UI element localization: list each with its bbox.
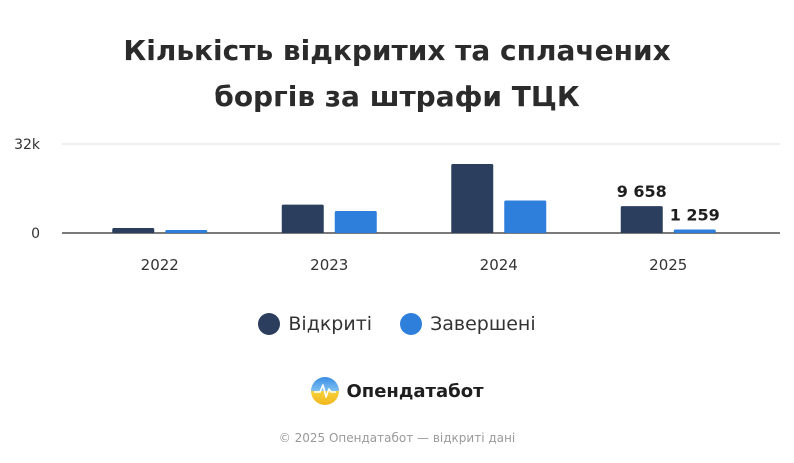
- x-tick-label: 2024: [480, 256, 518, 274]
- bar-open-2023: [281, 204, 324, 233]
- opendatabot-logo-icon: [311, 377, 340, 405]
- chart-legend: Відкриті Завершені: [0, 313, 794, 335]
- brand-name: Опендатабот: [346, 380, 484, 402]
- x-tick-label: 2023: [310, 256, 348, 274]
- brand-logo: Опендатабот: [0, 376, 794, 406]
- bar-open-2022: [112, 227, 155, 233]
- bar-closed-2023: [334, 211, 377, 233]
- data-label: 1 259: [670, 205, 720, 224]
- legend-label-closed: Завершені: [430, 313, 536, 335]
- bar-closed-2022: [165, 229, 208, 233]
- legend-swatch-closed: [400, 313, 423, 335]
- bar-closed-2024: [504, 200, 547, 233]
- bar-open-2025: [620, 206, 663, 233]
- chart-title: Кількість відкритих та сплачених боргів …: [0, 28, 794, 120]
- y-tick-label: 0: [31, 226, 40, 242]
- x-tick-label: 2025: [649, 256, 687, 274]
- data-label: 9 658: [617, 182, 667, 201]
- legend-item-open: Відкриті: [258, 313, 372, 335]
- legend-swatch-open: [258, 313, 281, 335]
- chart-title-line-2: боргів за штрафи ТЦК: [214, 80, 580, 113]
- legend-item-closed: Завершені: [400, 313, 536, 335]
- legend-label-open: Відкриті: [288, 313, 373, 335]
- bar-closed-2025: [673, 229, 716, 233]
- bar-open-2024: [451, 164, 494, 233]
- y-tick-label: 32k: [14, 137, 41, 153]
- x-tick-label: 2022: [141, 256, 179, 274]
- footer-copyright: © 2025 Опендатабот — відкриті дані: [278, 431, 516, 445]
- chart-title-line-1: Кількість відкритих та сплачених: [123, 34, 671, 67]
